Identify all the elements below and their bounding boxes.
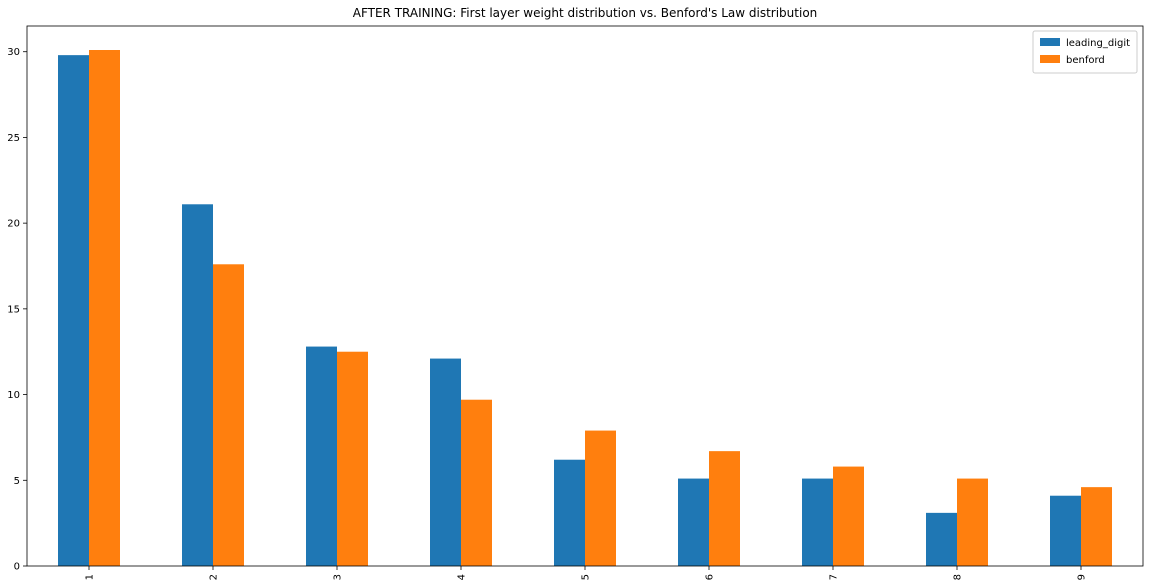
x-tick-label: 3 bbox=[333, 574, 344, 580]
bar-benford-8 bbox=[957, 478, 988, 566]
bar-leading-digit-9 bbox=[1050, 495, 1081, 566]
y-axis: 0 5 10 15 20 25 30 bbox=[7, 47, 27, 573]
plot-frame bbox=[26, 25, 1144, 567]
chart-title: AFTER TRAINING: First layer weight distr… bbox=[353, 6, 818, 20]
x-tick-label: 7 bbox=[829, 574, 840, 580]
x-tick-label: 5 bbox=[581, 574, 592, 580]
x-tick-label: 6 bbox=[705, 574, 716, 580]
y-tick-label: 0 bbox=[14, 562, 20, 573]
bar-benford-9 bbox=[1081, 487, 1112, 566]
y-tick-label: 5 bbox=[14, 476, 20, 487]
bar-leading-digit-4 bbox=[430, 358, 461, 566]
legend-label-benford: benford bbox=[1066, 55, 1105, 66]
bar-leading-digit-3 bbox=[306, 346, 337, 566]
y-tick-label: 25 bbox=[7, 133, 20, 144]
y-tick-label: 30 bbox=[7, 47, 20, 58]
bar-benford-6 bbox=[709, 451, 740, 566]
bar-leading-digit-8 bbox=[926, 512, 957, 566]
legend-swatch-leading-digit bbox=[1040, 38, 1060, 46]
y-tick-label: 10 bbox=[7, 390, 20, 401]
x-tick-label: 1 bbox=[85, 574, 96, 580]
bar-benford-3 bbox=[337, 351, 368, 566]
bar-benford-2 bbox=[213, 264, 244, 566]
bar-leading-digit-1 bbox=[58, 55, 89, 567]
x-tick-label: 2 bbox=[209, 574, 220, 580]
bar-benford-5 bbox=[585, 430, 616, 566]
bar-leading-digit-2 bbox=[182, 204, 213, 567]
bar-benford-1 bbox=[89, 50, 120, 566]
x-axis: 1 2 3 4 5 6 7 8 9 bbox=[85, 566, 1088, 580]
bars bbox=[58, 50, 1112, 567]
bar-leading-digit-7 bbox=[802, 478, 833, 566]
x-tick-label: 9 bbox=[1077, 574, 1088, 580]
y-tick-label: 20 bbox=[7, 219, 20, 230]
bar-leading-digit-5 bbox=[554, 459, 585, 566]
y-tick-label: 15 bbox=[7, 304, 20, 315]
x-tick-label: 8 bbox=[953, 574, 964, 580]
legend-swatch-benford bbox=[1040, 55, 1060, 63]
bar-benford-4 bbox=[461, 399, 492, 566]
x-tick-label: 4 bbox=[457, 574, 468, 580]
legend-label-leading-digit: leading_digit bbox=[1066, 38, 1130, 49]
bar-leading-digit-6 bbox=[678, 478, 709, 566]
bar-benford-7 bbox=[833, 466, 864, 566]
